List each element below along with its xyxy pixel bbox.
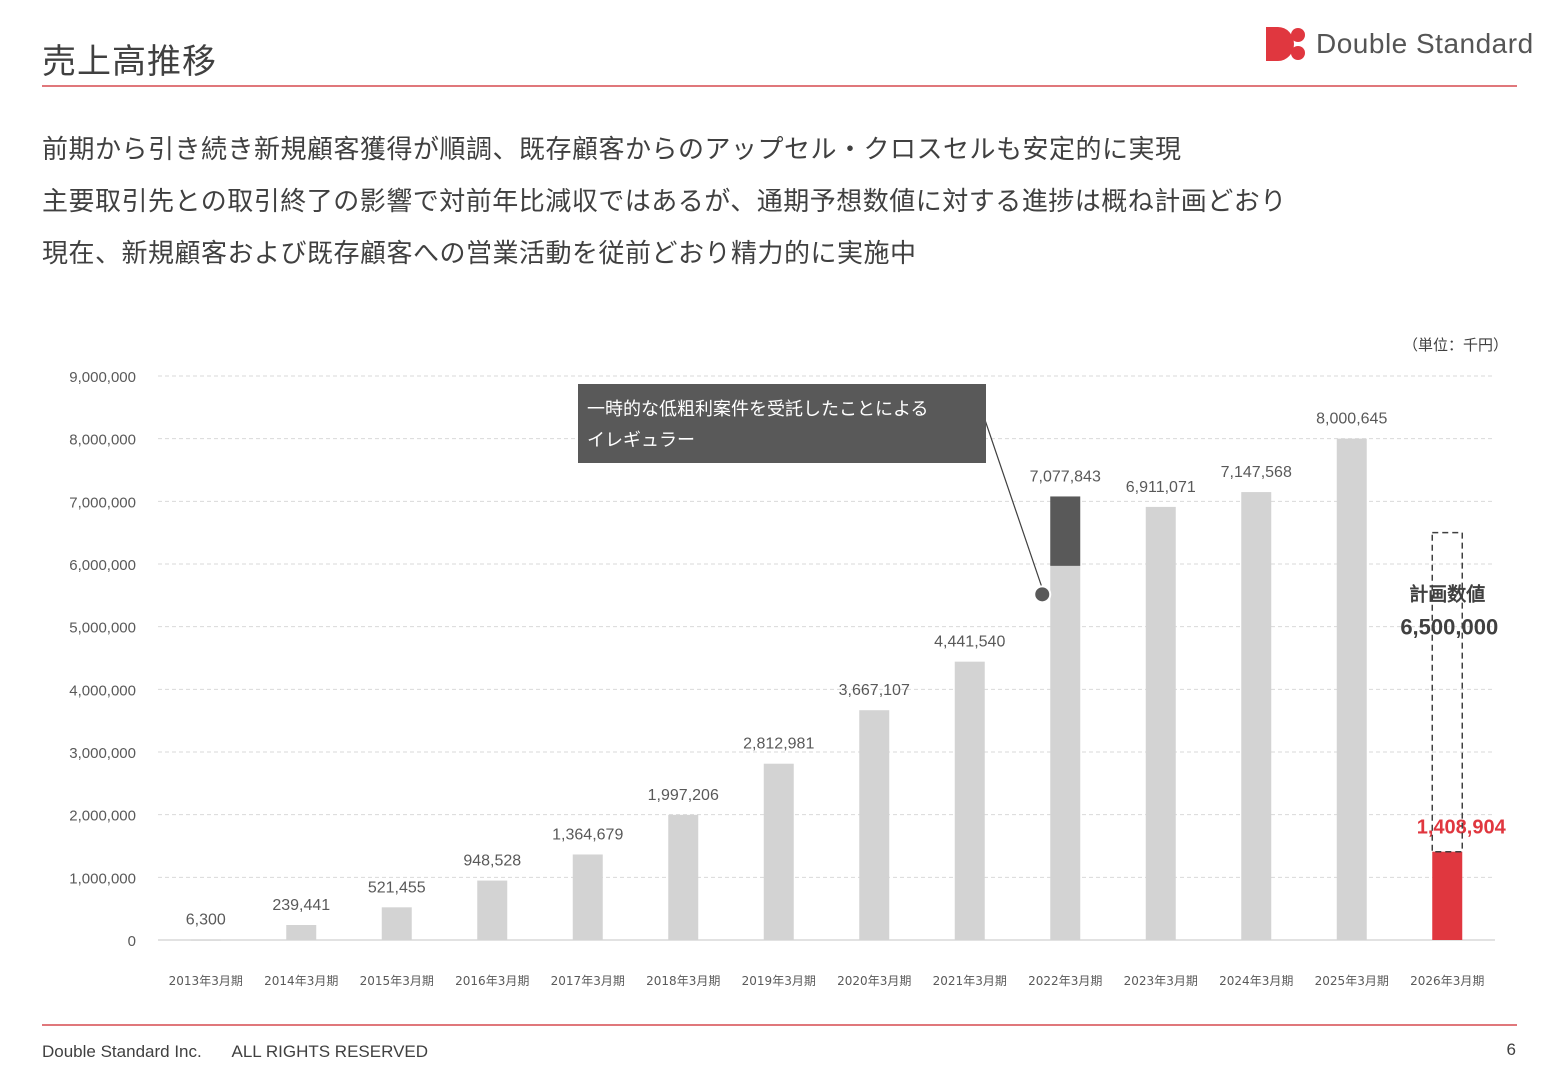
y-tick-label: 7,000,000 [69,494,136,511]
plan-value-label: 6,500,000 [1400,615,1498,640]
y-tick-label: 9,000,000 [69,369,136,386]
bar [190,939,221,941]
data-label: 3,667,107 [839,682,910,699]
bar [1241,492,1272,940]
bar [1336,438,1367,940]
data-label: 1,997,206 [648,787,719,804]
data-label: 521,455 [368,879,426,896]
page-title: 売上高推移 [42,42,217,82]
x-tick-label: 2019年3月期 [742,974,816,988]
bar [954,661,985,940]
y-tick-label: 2,000,000 [69,808,136,825]
summary-list: 前期から引き続き新規顧客獲得が順調、既存顧客からのアップセル・クロスセルも安定的… [42,124,1287,280]
plan-label: 計画数値 [1409,583,1485,606]
bar [477,880,508,940]
y-tick-label: 1,000,000 [69,870,136,887]
bar [859,710,890,940]
x-tick-label: 2022年3月期 [1028,974,1102,988]
bar [286,924,317,940]
summary-line: 主要取引先との取引終了の影響で対前年比減収ではあるが、通期予想数値に対する進捗は… [42,187,1287,217]
footer-company: Double Standard Inc. [42,1042,202,1061]
logo-text: Double Standard [1316,28,1534,59]
x-tick-label: 2016年3月期 [455,974,529,988]
y-tick-label: 6,000,000 [69,557,136,574]
callout-marker [1033,585,1052,604]
callout-box [578,384,986,463]
x-tick-label: 2023年3月期 [1124,974,1198,988]
company-logo: Double Standard [1264,24,1534,64]
unit-label: （単位：千円） [1402,336,1508,354]
data-label: 4,441,540 [934,634,1005,651]
y-tick-label: 5,000,000 [69,620,136,637]
revenue-bar-chart: 0 1,000,000 2,000,000 3,000,000 4,000,000 5,0… [69,369,1506,988]
footer-text: Double Standard Inc. ALL RIGHTS RESERVED [42,1042,454,1062]
bar [1145,506,1176,940]
y-tick-label: 0 [128,933,136,950]
callout-text: 一時的な低粗利案件を受託したことによる [587,399,928,420]
x-tick-label: 2018年3月期 [646,974,720,988]
plan-target-outline [1431,531,1463,853]
bar [572,854,603,940]
data-label: 7,147,568 [1221,464,1292,481]
header-divider [42,85,1517,87]
page-number: 6 [1506,1040,1516,1059]
x-tick-label: 2025年3月期 [1315,974,1389,988]
callout-text: イレギュラー [587,430,695,451]
footer-rights: ALL RIGHTS RESERVED [231,1042,429,1061]
bar [1050,565,1081,940]
x-tick-label: 2014年3月期 [264,974,338,988]
summary-line: 前期から引き続き新規顧客獲得が順調、既存顧客からのアップセル・クロスセルも安定的… [42,135,1182,165]
bar [763,763,794,940]
footer-divider [42,1024,1517,1026]
x-tick-label: 2013年3月期 [169,974,243,988]
bar [1432,851,1463,940]
data-label: 6,911,071 [1126,479,1196,496]
data-label: 1,364,679 [552,826,623,843]
x-tick-label: 2015年3月期 [360,974,434,988]
y-tick-label: 4,000,000 [69,682,136,699]
data-label: 6,300 [186,912,226,929]
y-tick-label: 3,000,000 [69,745,136,762]
data-label: 948,528 [463,853,521,870]
data-label: 2,812,981 [743,736,814,753]
data-label: 7,077,843 [1030,468,1101,485]
x-tick-label: 2026年3月期 [1410,974,1484,988]
bar-irregular-segment [1050,496,1081,566]
x-tick-label: 2024年3月期 [1219,974,1293,988]
x-tick-label: 2020年3月期 [837,974,911,988]
x-tick-label: 2017年3月期 [551,974,625,988]
x-tick-label: 2021年3月期 [933,974,1007,988]
summary-line: 現在、新規顧客および既存顧客への営業活動を従前どおり精力的に実施中 [42,239,917,269]
callout-pointer [984,419,1043,589]
bar [381,907,412,940]
double-standard-logo-icon [1266,27,1305,61]
y-tick-label: 8,000,000 [69,432,136,449]
data-label: 8,000,645 [1316,411,1387,428]
bar [668,814,699,940]
data-label: 239,441 [272,897,330,914]
